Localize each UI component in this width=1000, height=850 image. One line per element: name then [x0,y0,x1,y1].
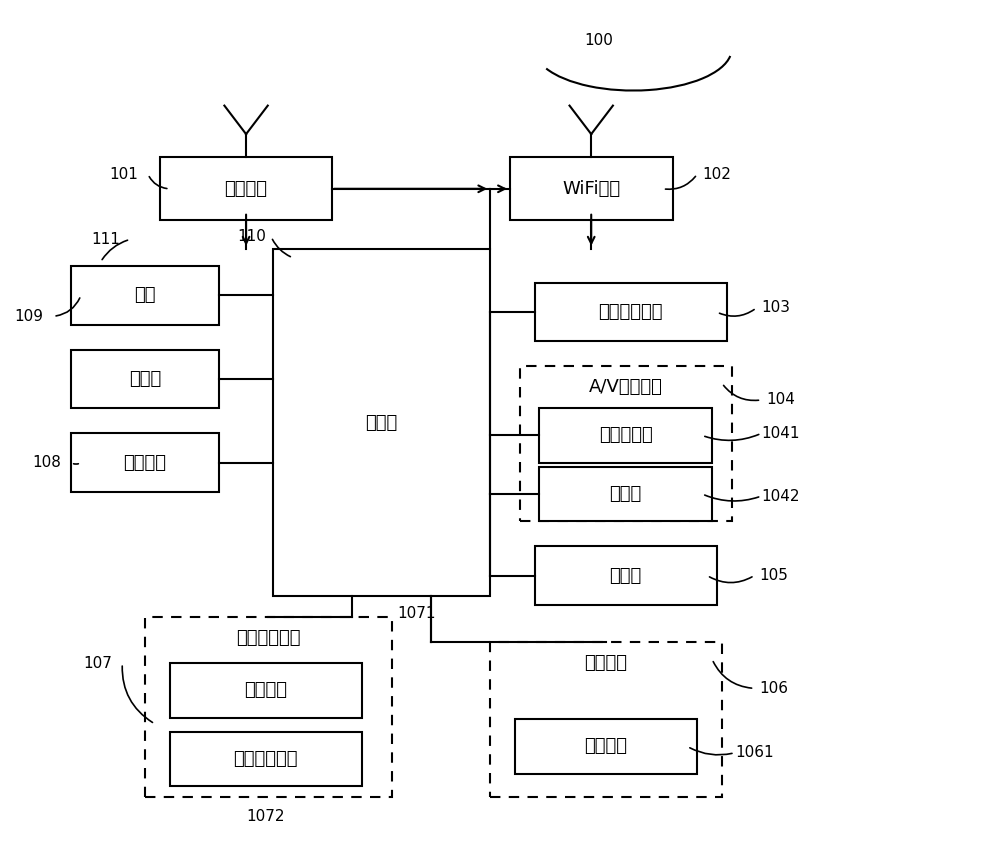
Bar [535,283,727,342]
Text: 其他输入设备: 其他输入设备 [234,750,298,768]
Text: 处理器: 处理器 [366,414,398,432]
Bar [71,266,219,325]
Text: 存储器: 存储器 [129,370,161,388]
Text: 传感器: 传感器 [610,566,642,585]
Bar [490,643,722,797]
Text: 104: 104 [767,393,795,407]
Text: 显示面板: 显示面板 [585,738,628,756]
Text: 110: 110 [237,230,266,245]
Bar [510,157,673,220]
Bar [71,434,219,492]
Text: A/V输入单元: A/V输入单元 [589,378,663,396]
Text: 101: 101 [109,167,138,182]
Text: 100: 100 [584,33,613,48]
Text: 109: 109 [14,309,43,324]
Text: 103: 103 [762,300,791,315]
Text: 107: 107 [83,656,112,671]
Text: 1041: 1041 [762,426,800,441]
Text: 106: 106 [760,681,789,696]
Text: 音频输出单元: 音频输出单元 [598,303,663,321]
Text: 用户输入单元: 用户输入单元 [236,629,301,647]
Text: 1042: 1042 [762,489,800,503]
Bar [160,157,332,220]
Bar [170,663,362,717]
Bar [535,547,717,604]
Bar [170,732,362,786]
Text: 射频单元: 射频单元 [225,180,268,198]
Text: 触控面板: 触控面板 [244,682,287,700]
Bar [539,467,712,521]
Text: 1072: 1072 [246,809,285,824]
Bar [145,617,392,797]
Text: 102: 102 [703,167,731,182]
Text: 电源: 电源 [134,286,156,304]
Bar [71,349,219,408]
Text: 108: 108 [32,455,61,470]
Text: 显示单元: 显示单元 [585,654,628,672]
Text: 接口单元: 接口单元 [124,454,167,472]
Text: 图形处理器: 图形处理器 [599,427,653,445]
Text: WiFi模块: WiFi模块 [562,180,620,198]
Bar [515,719,697,774]
Text: 1071: 1071 [397,605,435,620]
Bar [539,408,712,462]
Text: 105: 105 [760,568,789,583]
Text: 麦克风: 麦克风 [610,485,642,503]
Bar [520,366,732,521]
Text: 1061: 1061 [735,745,774,760]
Text: 111: 111 [91,232,120,246]
Bar [273,249,490,597]
